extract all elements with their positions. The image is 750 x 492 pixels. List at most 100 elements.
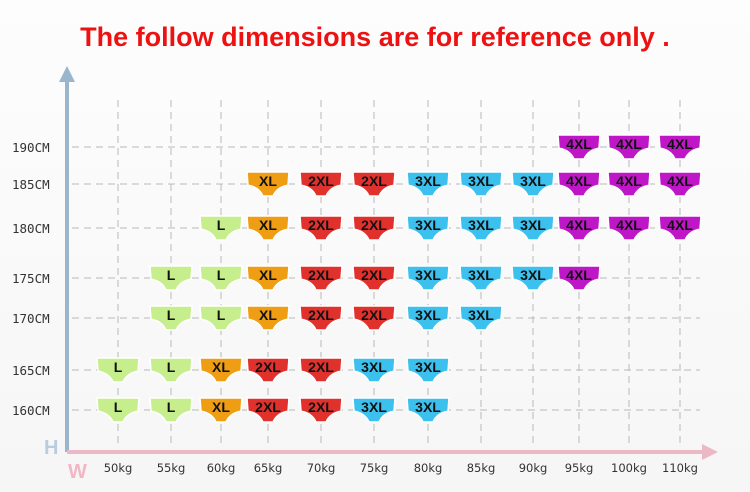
size-cell-l (149, 265, 193, 291)
size-label: L (114, 359, 123, 375)
size-label: XL (259, 307, 277, 323)
size-cell-4xl (607, 134, 651, 160)
size-label: 4XL (566, 173, 592, 189)
x-tick-label: 55kg (157, 461, 186, 475)
size-label: 2XL (361, 307, 387, 323)
size-label: L (167, 359, 176, 375)
size-cell-xl (199, 357, 243, 383)
x-tick-label: 95kg (565, 461, 594, 475)
x-tick-label: 100kg (611, 461, 647, 475)
x-tick-label: 70kg (307, 461, 336, 475)
size-label: 3XL (361, 399, 387, 415)
size-cell-2xl (352, 215, 396, 241)
size-label: 2XL (255, 399, 281, 415)
size-cell-l (96, 357, 140, 383)
size-label: 2XL (308, 399, 334, 415)
size-cell-3xl (352, 397, 396, 423)
x-tick-label: 110kg (662, 461, 698, 475)
y-tick-label: 170CM (12, 311, 50, 326)
x-axis-letter: W (68, 461, 87, 483)
size-cell-2xl (352, 265, 396, 291)
size-label: 2XL (308, 307, 334, 323)
y-tick-label: 180CM (12, 221, 50, 236)
x-tick-label: 90kg (519, 461, 548, 475)
y-tick-label: 175CM (12, 271, 50, 286)
size-label: L (114, 399, 123, 415)
size-cell-xl (246, 305, 290, 331)
size-cell-3xl (406, 357, 450, 383)
size-cell-3xl (406, 215, 450, 241)
y-axis-letter: H (44, 437, 58, 459)
size-cell-2xl (352, 171, 396, 197)
size-cell-l (199, 265, 243, 291)
size-label: 4XL (566, 217, 592, 233)
size-label: 2XL (361, 173, 387, 189)
size-cell-xl (246, 215, 290, 241)
size-cell-3xl (511, 265, 555, 291)
size-cell-3xl (459, 305, 503, 331)
size-cell-l (199, 215, 243, 241)
size-cell-l (149, 357, 193, 383)
size-label: 3XL (468, 173, 494, 189)
size-label: L (167, 267, 176, 283)
size-label: XL (259, 173, 277, 189)
chart-title: The follow dimensions are for reference … (80, 22, 670, 52)
size-cell-3xl (511, 215, 555, 241)
size-label: 4XL (667, 173, 693, 189)
size-label: L (167, 307, 176, 323)
y-tick-label: 190CM (12, 140, 50, 155)
size-label: L (217, 217, 226, 233)
size-cell-2xl (299, 265, 343, 291)
size-label: 3XL (415, 359, 441, 375)
size-label: XL (212, 399, 230, 415)
size-cell-2xl (299, 305, 343, 331)
size-cell-l (199, 305, 243, 331)
size-cell-2xl (299, 357, 343, 383)
size-cell-4xl (557, 265, 601, 291)
y-axis-arrow-icon (59, 66, 75, 82)
size-label: 3XL (415, 173, 441, 189)
y-tick-label: 160CM (12, 403, 50, 418)
size-cell-2xl (299, 215, 343, 241)
size-cell-2xl (352, 305, 396, 331)
y-tick-label: 165CM (12, 363, 50, 378)
size-label: L (217, 267, 226, 283)
size-label: 2XL (308, 267, 334, 283)
x-tick-label: 50kg (104, 461, 133, 475)
size-label: 3XL (520, 217, 546, 233)
size-label: 3XL (415, 307, 441, 323)
size-cell-4xl (557, 215, 601, 241)
size-label: 3XL (468, 217, 494, 233)
size-cell-3xl (459, 265, 503, 291)
size-cell-4xl (607, 171, 651, 197)
size-label: 3XL (468, 267, 494, 283)
size-label: 2XL (308, 173, 334, 189)
x-tick-label: 85kg (467, 461, 496, 475)
size-cell-xl (246, 265, 290, 291)
size-label: 4XL (616, 217, 642, 233)
size-cell-4xl (658, 134, 702, 160)
size-cell-3xl (459, 171, 503, 197)
size-label: 4XL (667, 136, 693, 152)
size-cell-3xl (406, 171, 450, 197)
size-cell-4xl (557, 171, 601, 197)
size-cell-3xl (406, 265, 450, 291)
size-cell-4xl (658, 171, 702, 197)
size-cell-2xl (299, 397, 343, 423)
size-cell-2xl (246, 357, 290, 383)
x-tick-label: 60kg (207, 461, 236, 475)
size-cell-3xl (459, 215, 503, 241)
x-axis-arrow-icon (702, 444, 718, 460)
size-label: 4XL (566, 136, 592, 152)
size-label: 3XL (468, 307, 494, 323)
size-label: 2XL (361, 267, 387, 283)
size-label: 3XL (415, 267, 441, 283)
size-label: 2XL (255, 359, 281, 375)
size-label: 3XL (520, 267, 546, 283)
x-tick-label: 75kg (360, 461, 389, 475)
size-cell-2xl (246, 397, 290, 423)
size-label: 2XL (308, 359, 334, 375)
size-cell-l (149, 397, 193, 423)
